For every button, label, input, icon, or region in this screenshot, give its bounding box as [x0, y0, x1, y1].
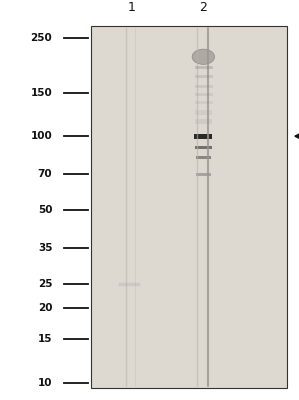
Text: 20: 20	[38, 303, 52, 313]
Bar	[194, 134, 212, 139]
Bar	[195, 119, 212, 124]
Text: 100: 100	[30, 131, 52, 141]
Text: 1: 1	[128, 1, 135, 14]
Text: 70: 70	[38, 169, 52, 179]
Text: 2: 2	[199, 1, 207, 14]
Ellipse shape	[192, 49, 215, 64]
Text: 50: 50	[38, 205, 52, 215]
Text: 250: 250	[30, 33, 52, 43]
Bar	[196, 156, 211, 159]
Text: 25: 25	[38, 280, 52, 290]
Text: 10: 10	[38, 378, 52, 388]
Bar	[195, 110, 212, 115]
Text: 15: 15	[38, 334, 52, 344]
Text: 35: 35	[38, 244, 52, 254]
Bar	[196, 173, 211, 176]
Bar	[195, 146, 212, 150]
Bar	[91, 26, 287, 388]
Text: 150: 150	[30, 88, 52, 98]
